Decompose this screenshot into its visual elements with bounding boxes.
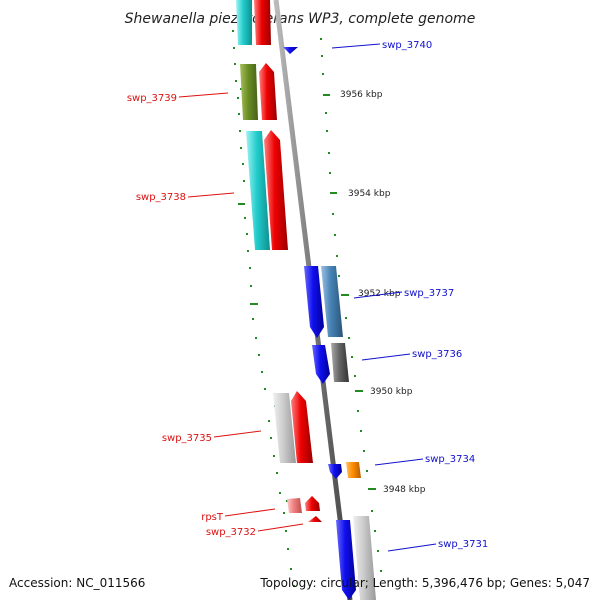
leader-swp-3737 xyxy=(353,291,403,299)
gene-label-swp-3731: swp_3731 xyxy=(438,539,488,550)
leader-swp-3736 xyxy=(361,353,411,361)
gene-label-swp-3732: swp_3732 xyxy=(206,527,256,538)
gene-feature-swp-3736-a xyxy=(312,345,330,384)
gene-feature-swp-3731-a xyxy=(336,520,356,600)
leader-swp-3734 xyxy=(374,458,424,466)
gene-label-swp-3740: swp_3740 xyxy=(382,40,432,51)
gene-feature-swp-3738-b xyxy=(264,130,288,250)
inner-dotted-track xyxy=(232,30,295,587)
leader-swp-3732 xyxy=(257,523,304,532)
leader-swp-3738 xyxy=(187,192,235,198)
gene-feature-swp-3738-a xyxy=(246,131,270,250)
gene-label-swp-3735: swp_3735 xyxy=(162,433,212,444)
gene-feature-swp-3734-a xyxy=(328,464,342,479)
gene-feature-rpsT-b xyxy=(305,496,320,511)
gene-feature-swp-3731-b xyxy=(353,516,376,600)
map-title: Shewanella piezotolerans WP3, complete g… xyxy=(125,11,476,27)
leader-swp-3740 xyxy=(331,43,381,49)
accession-label: Accession: NC_011566 xyxy=(9,576,145,590)
gene-feature-swp-3735-b xyxy=(291,391,313,463)
gene-feature-swp-3740 xyxy=(283,47,298,54)
leader-swp-3731 xyxy=(387,543,437,552)
leader-swp-3735 xyxy=(213,430,262,438)
tick-label-3952: 3952 kbp xyxy=(358,289,401,299)
tick-label-3954: 3954 kbp xyxy=(348,189,391,199)
outer-tick-marks xyxy=(323,94,376,490)
gene-label-swp-3739: swp_3739 xyxy=(127,93,177,104)
gene-feature-swp-3734-b xyxy=(346,462,361,478)
tick-label-3948: 3948 kbp xyxy=(383,485,426,495)
gene-feature xyxy=(236,0,252,45)
gene-label-swp-3737: swp_3737 xyxy=(404,288,454,299)
gene-feature xyxy=(254,0,271,45)
leader-swp-3739 xyxy=(178,92,229,98)
gene-feature-swp-3737-b xyxy=(321,266,343,337)
gene-feature-rpsT xyxy=(287,498,302,513)
gene-feature-swp-3732 xyxy=(308,516,322,522)
gene-feature-swp-3736-b xyxy=(331,343,349,382)
gene-feature-swp-3735-a xyxy=(273,393,296,463)
gene-label-swp-3736: swp_3736 xyxy=(412,349,462,360)
gene-label-swp-3734: swp_3734 xyxy=(425,454,475,465)
gene-feature-swp-3739-a xyxy=(240,64,258,120)
gene-feature-swp-3737-a xyxy=(304,266,324,338)
gene-feature-swp-3739-b xyxy=(259,63,277,120)
tick-label-3956: 3956 kbp xyxy=(340,90,383,100)
leader-rpsT xyxy=(224,508,276,517)
gene-label-swp-3738: swp_3738 xyxy=(136,192,186,203)
tick-label-3950: 3950 kbp xyxy=(370,387,413,397)
gene-label-rpsT: rpsT xyxy=(201,512,224,523)
outer-dotted-track xyxy=(320,38,382,572)
topology-label: Topology: circular; Length: 5,396,476 bp… xyxy=(259,576,590,590)
